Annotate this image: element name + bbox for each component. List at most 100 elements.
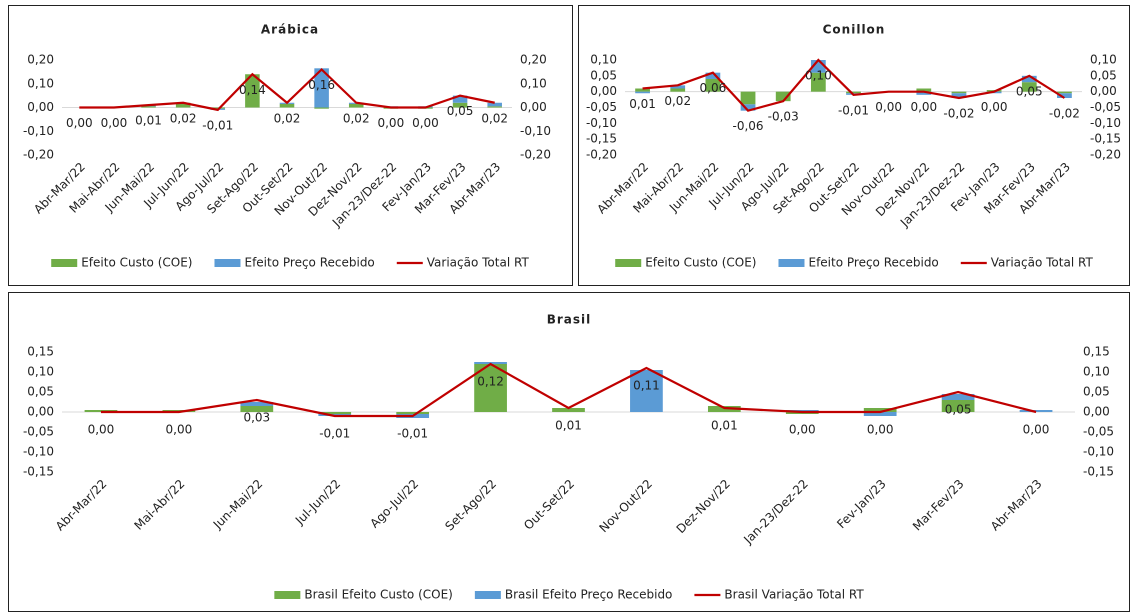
bar <box>240 406 274 412</box>
bar <box>175 102 191 108</box>
y-tick-label: -0,15 <box>586 132 617 146</box>
y-tick-label: -0,20 <box>23 148 54 162</box>
legend-label: Efeito Custo (COE) <box>645 256 756 270</box>
data-label: -0,01 <box>838 103 869 117</box>
data-label: 0,00 <box>412 116 439 130</box>
y2-tick-label: 0,15 <box>1083 345 1110 359</box>
legend-swatch <box>474 591 501 599</box>
bar <box>487 106 502 108</box>
data-label: -0,02 <box>943 107 974 121</box>
y-tick-label: 0,20 <box>27 53 54 67</box>
data-label: 0,06 <box>700 81 727 95</box>
legend: Efeito Custo (COE) Efeito Preço Recebido V… <box>615 256 1093 270</box>
line <box>100 362 1037 418</box>
bar <box>635 91 650 94</box>
bar <box>210 107 226 109</box>
data-label: 0,00 <box>88 423 115 437</box>
chart-title: Brasil <box>547 313 592 327</box>
legend: Efeito Custo (COE) Efeito Preço Recebido V… <box>51 256 529 270</box>
data-label: -0,02 <box>1049 107 1080 121</box>
data-label: 0,11 <box>633 379 660 393</box>
data-label: 0,05 <box>945 403 972 417</box>
legend-swatch <box>615 259 642 267</box>
y-tick-label: 0,00 <box>590 84 617 98</box>
bar <box>670 85 686 89</box>
y2-tick-label: -0,15 <box>1090 132 1121 146</box>
y2-tick-label: -0,20 <box>1090 148 1121 162</box>
bar <box>670 88 686 92</box>
y2-tick-label: 0,10 <box>1083 365 1110 379</box>
bar <box>916 91 932 95</box>
bar <box>630 370 663 412</box>
data-label: 0,00 <box>875 100 902 114</box>
data-label: 0,02 <box>481 111 508 125</box>
data-label: -0,01 <box>202 118 233 132</box>
data-label: 0,01 <box>555 419 582 433</box>
bar <box>635 88 650 92</box>
y-tick-label: 0,10 <box>590 53 617 67</box>
line <box>79 67 495 112</box>
data-label: 0,02 <box>274 111 301 125</box>
line <box>642 58 1066 112</box>
data-label: 0,01 <box>711 419 738 433</box>
bar <box>279 103 295 108</box>
legend-label: Brasil Efeito Custo (COE) <box>304 588 453 602</box>
bar <box>863 408 897 412</box>
data-label: -0,01 <box>319 427 350 441</box>
data-label: 0,00 <box>66 116 93 130</box>
y2-tick-label: 0,10 <box>1090 53 1117 67</box>
bar <box>348 103 364 108</box>
data-label: 0,10 <box>805 69 832 83</box>
data-label: 0,16 <box>308 78 335 92</box>
y2-tick-label: -0,10 <box>520 124 551 138</box>
bar <box>240 402 274 406</box>
y-tick-label: 0,10 <box>27 365 54 379</box>
bar <box>951 91 967 94</box>
bar <box>1021 82 1037 92</box>
y2-tick-label: 0,05 <box>1090 68 1117 82</box>
y-tick-label: 0,05 <box>27 385 54 399</box>
panel-border <box>8 5 573 286</box>
y2-tick-label: 0,00 <box>1090 84 1117 98</box>
bar <box>705 79 721 92</box>
y2-tick-label: 0,00 <box>1083 405 1110 419</box>
y2-tick-label: -0,05 <box>1083 425 1114 439</box>
data-label: 0,02 <box>664 94 691 108</box>
y-tick-label: -0,10 <box>23 124 54 138</box>
legend-swatch <box>51 259 78 267</box>
data-label: 0,14 <box>239 83 266 97</box>
y2-tick-label: -0,05 <box>1090 100 1121 114</box>
data-label: -0,06 <box>733 119 764 133</box>
bar <box>775 91 791 102</box>
y2-tick-label: -0,10 <box>1090 116 1121 130</box>
data-label: 0,02 <box>170 111 197 125</box>
bar <box>941 400 975 412</box>
y-tick-label: -0,15 <box>23 465 54 479</box>
bar <box>810 72 826 92</box>
bar <box>487 102 502 107</box>
data-label: 0,00 <box>101 116 128 130</box>
y-tick-label: 0,00 <box>27 100 54 114</box>
data-label: 0,00 <box>166 423 193 437</box>
data-label: 0,03 <box>243 411 270 425</box>
bar <box>245 74 260 108</box>
legend-label: Brasil Efeito Preço Recebido <box>505 588 673 602</box>
y-tick-label: -0,05 <box>586 100 617 114</box>
data-label: 0,12 <box>477 375 504 389</box>
data-label: 0,00 <box>789 423 816 437</box>
bar <box>552 408 585 412</box>
y-tick-label: 0,00 <box>27 405 54 419</box>
legend-label: Efeito Preço Recebido <box>808 256 938 270</box>
legend-label: Variação Total RT <box>991 256 1094 270</box>
bar <box>314 107 329 109</box>
panel-border <box>578 5 1130 286</box>
y-tick-label: -0,10 <box>586 116 617 130</box>
y2-tick-label: 0,00 <box>520 100 547 114</box>
y2-tick-label: 0,05 <box>1083 385 1110 399</box>
data-label: 0,01 <box>135 114 162 128</box>
legend-swatch <box>274 591 301 599</box>
data-label: 0,02 <box>343 111 370 125</box>
chart-title: Conillon <box>823 23 886 37</box>
data-label: 0,00 <box>377 116 404 130</box>
legend-swatch <box>214 259 241 267</box>
